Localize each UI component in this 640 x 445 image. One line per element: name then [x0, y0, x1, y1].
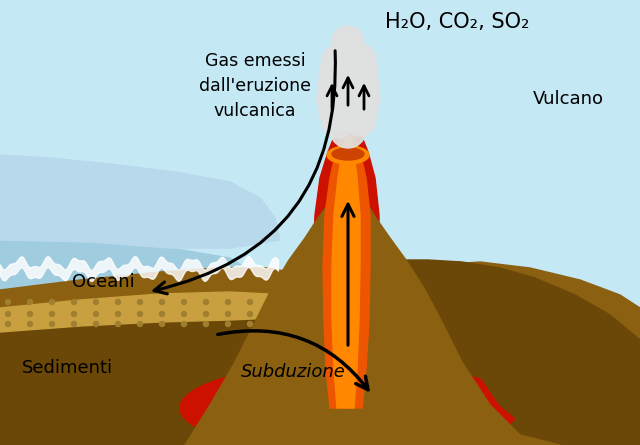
Circle shape	[348, 95, 378, 125]
Circle shape	[93, 312, 99, 316]
Text: Gas emessi
dall'eruzione
vulcanica: Gas emessi dall'eruzione vulcanica	[199, 52, 311, 120]
Circle shape	[138, 312, 143, 316]
Text: Sedimenti: Sedimenti	[22, 359, 113, 377]
Circle shape	[159, 312, 164, 316]
Circle shape	[328, 88, 368, 128]
Circle shape	[344, 104, 376, 136]
Circle shape	[72, 321, 77, 327]
Circle shape	[6, 321, 10, 327]
Text: Vulcano: Vulcano	[532, 90, 604, 108]
Polygon shape	[323, 135, 370, 408]
Circle shape	[318, 71, 350, 103]
Text: Subduzione: Subduzione	[241, 363, 346, 381]
Circle shape	[6, 312, 10, 316]
Polygon shape	[0, 262, 640, 445]
Circle shape	[138, 321, 143, 327]
Circle shape	[204, 312, 209, 316]
Circle shape	[182, 312, 186, 316]
Circle shape	[322, 106, 354, 138]
Circle shape	[115, 299, 120, 304]
Circle shape	[93, 299, 99, 304]
Ellipse shape	[327, 146, 369, 164]
Circle shape	[348, 57, 378, 87]
Circle shape	[72, 299, 77, 304]
Circle shape	[49, 312, 54, 316]
Circle shape	[348, 82, 380, 114]
Circle shape	[248, 321, 253, 327]
Circle shape	[115, 321, 120, 327]
Circle shape	[159, 299, 164, 304]
Circle shape	[225, 312, 230, 316]
Circle shape	[330, 36, 366, 72]
Circle shape	[204, 299, 209, 304]
Ellipse shape	[180, 363, 520, 445]
Circle shape	[182, 299, 186, 304]
Circle shape	[49, 299, 54, 304]
Polygon shape	[0, 155, 285, 330]
Text: Oceani: Oceani	[72, 273, 135, 291]
Circle shape	[248, 312, 253, 316]
Circle shape	[28, 321, 33, 327]
Circle shape	[49, 321, 54, 327]
Circle shape	[322, 46, 350, 74]
Circle shape	[93, 321, 99, 327]
Polygon shape	[0, 155, 280, 248]
Circle shape	[319, 58, 349, 88]
Circle shape	[28, 299, 33, 304]
Polygon shape	[400, 260, 640, 445]
Circle shape	[28, 312, 33, 316]
Circle shape	[317, 84, 349, 116]
Circle shape	[347, 69, 379, 101]
Ellipse shape	[332, 148, 364, 160]
Circle shape	[332, 26, 364, 58]
Circle shape	[182, 321, 186, 327]
Circle shape	[159, 321, 164, 327]
Text: H₂O, CO₂, SO₂: H₂O, CO₂, SO₂	[385, 12, 529, 32]
Circle shape	[225, 321, 230, 327]
Circle shape	[138, 299, 143, 304]
Circle shape	[6, 299, 10, 304]
Circle shape	[225, 299, 230, 304]
Circle shape	[328, 74, 368, 114]
Circle shape	[204, 321, 209, 327]
Circle shape	[328, 60, 368, 100]
Circle shape	[329, 47, 367, 85]
Polygon shape	[313, 132, 379, 408]
Polygon shape	[332, 136, 360, 408]
Polygon shape	[0, 292, 275, 332]
Polygon shape	[185, 158, 560, 445]
Circle shape	[248, 299, 253, 304]
Circle shape	[330, 112, 366, 148]
Polygon shape	[0, 302, 640, 445]
Circle shape	[348, 45, 376, 73]
Circle shape	[115, 312, 120, 316]
Circle shape	[72, 312, 77, 316]
Circle shape	[319, 97, 349, 127]
